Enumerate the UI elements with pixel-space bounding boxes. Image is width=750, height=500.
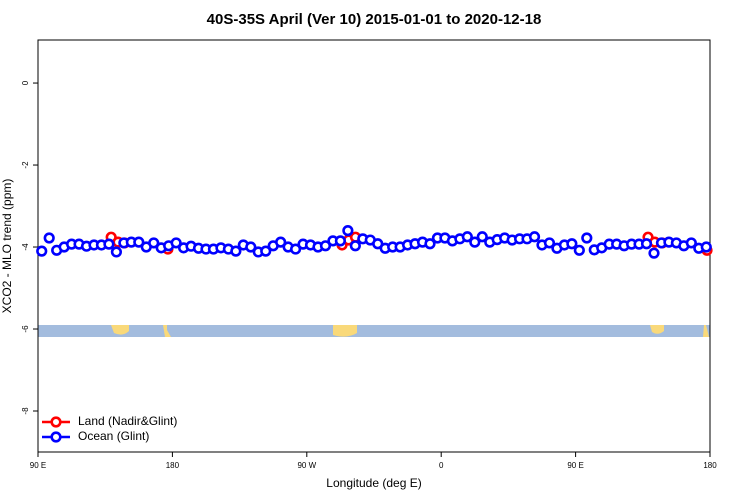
y-tick-label: -4	[21, 243, 30, 251]
y-tick-label: -8	[21, 407, 30, 415]
point	[700, 241, 712, 253]
legend-marker	[50, 416, 62, 428]
map-strip	[38, 325, 710, 337]
y-tick-label: 0	[21, 80, 30, 85]
point	[110, 246, 122, 258]
point	[230, 245, 242, 257]
point	[573, 244, 585, 256]
point	[36, 245, 48, 257]
point	[342, 225, 354, 237]
point	[461, 231, 473, 243]
legend-label: Ocean (Glint)	[78, 429, 149, 443]
point	[275, 236, 287, 248]
legend-marker	[50, 431, 62, 443]
x-tick-label: 0	[439, 461, 444, 470]
point	[334, 235, 347, 247]
point	[566, 238, 578, 250]
point	[528, 231, 541, 243]
point	[148, 237, 160, 249]
y-axis-label: XCO2 - MLO trend (ppm)	[0, 179, 14, 314]
point	[648, 247, 660, 259]
x-tick-label: 180	[166, 461, 180, 470]
point	[260, 245, 272, 257]
legend-label: Land (Nadir&Glint)	[78, 414, 177, 428]
point	[469, 236, 481, 248]
point	[319, 240, 332, 252]
point	[290, 243, 302, 255]
x-axis-label: Longitude (deg E)	[326, 476, 421, 490]
point	[543, 237, 556, 249]
x-tick-label: 90 E	[30, 461, 46, 470]
point	[43, 232, 55, 244]
point	[349, 240, 361, 252]
point	[581, 232, 593, 244]
point	[476, 231, 488, 243]
point	[103, 238, 115, 250]
point	[170, 237, 182, 249]
point	[640, 238, 653, 250]
point	[685, 237, 697, 249]
point	[133, 236, 145, 248]
x-tick-label: 90 W	[297, 461, 316, 470]
x-tick-label: 180	[703, 461, 717, 470]
y-tick-label: -6	[21, 325, 30, 333]
point	[424, 238, 436, 250]
point	[245, 241, 257, 253]
chart-title: 40S-35S April (Ver 10) 2015-01-01 to 202…	[207, 11, 542, 28]
y-tick-label: -2	[21, 161, 30, 169]
x-tick-label: 90 E	[567, 461, 583, 470]
